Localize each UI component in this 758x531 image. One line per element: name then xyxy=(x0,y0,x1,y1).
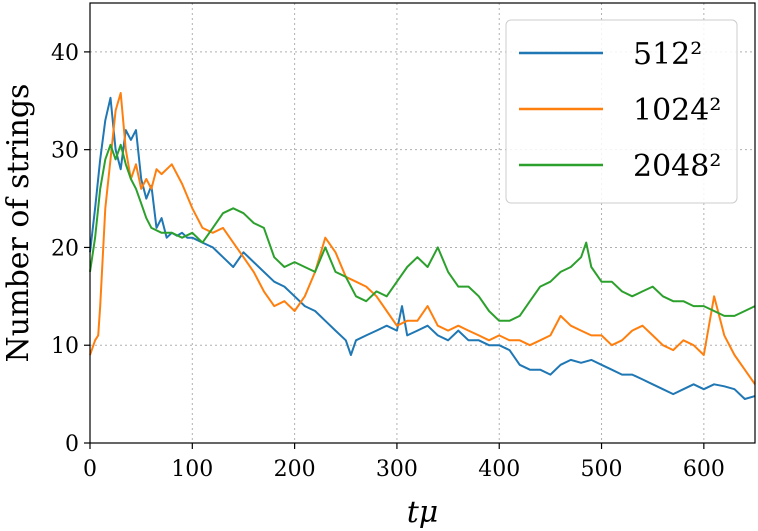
x-tick-label: 400 xyxy=(478,457,520,482)
y-tick-label: 0 xyxy=(65,432,79,457)
plot-frame xyxy=(89,2,756,444)
series-line-1 xyxy=(89,96,756,400)
x-axis-title: tμ xyxy=(407,495,439,530)
legend-label-3: 2048² xyxy=(633,149,721,184)
y-tick-label: 20 xyxy=(51,236,79,261)
grid xyxy=(90,3,755,443)
x-tick-label: 500 xyxy=(581,457,623,482)
y-axis-ticks: 0 10 20 30 40 xyxy=(51,41,90,457)
x-axis-ticks: 0 100 200 300 400 500 600 xyxy=(83,443,725,482)
y-axis-title: Number of strings xyxy=(1,84,36,363)
x-tick-label: 0 xyxy=(83,457,97,482)
x-tick-label: 100 xyxy=(171,457,213,482)
legend: 512² 1024² 2048² xyxy=(505,19,738,204)
legend-label-1: 512² xyxy=(633,37,702,72)
legend-box xyxy=(505,19,738,204)
y-tick-label: 10 xyxy=(51,334,79,359)
y-tick-label: 30 xyxy=(51,139,79,164)
y-tick-label: 40 xyxy=(51,41,79,66)
series-line-2 xyxy=(89,92,756,385)
series-line-3 xyxy=(89,143,756,322)
series-group xyxy=(89,92,756,400)
x-tick-label: 300 xyxy=(376,457,418,482)
legend-label-2: 1024² xyxy=(633,93,721,128)
x-tick-label: 200 xyxy=(274,457,316,482)
x-tick-label: 600 xyxy=(683,457,725,482)
